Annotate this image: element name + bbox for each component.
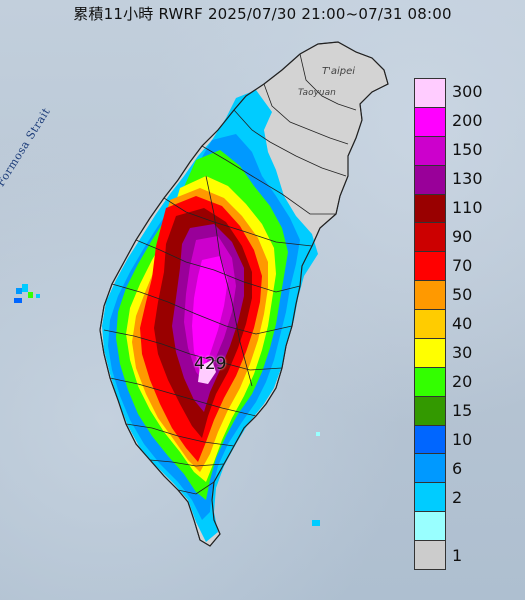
legend-swatch: [415, 107, 445, 137]
coastline: [99, 41, 389, 547]
legend-label: 6: [452, 458, 463, 478]
legend-label: 1: [452, 545, 463, 565]
legend-swatch: [415, 79, 445, 108]
legend-label: 200: [452, 111, 483, 131]
max-rainfall-value: 429: [194, 354, 227, 374]
legend-swatch: [415, 136, 445, 166]
legend-swatch: [415, 454, 445, 484]
legend-swatch: [415, 512, 445, 541]
legend-swatch: [415, 165, 445, 195]
legend-swatch: [415, 541, 445, 569]
legend-swatch: [415, 194, 445, 224]
legend-label: 90: [452, 227, 473, 247]
legend-label: 20: [452, 371, 473, 391]
rain-zone-300mm: [198, 360, 216, 384]
legend-swatch: [415, 338, 445, 368]
rain-zone-200mm: [192, 256, 228, 372]
legend-label: 40: [452, 314, 473, 333]
legend-swatch: [415, 310, 445, 339]
legend-swatch: [415, 223, 445, 253]
legend-label: 110: [452, 198, 483, 218]
legend-swatch: [415, 425, 445, 455]
green-island: [312, 520, 320, 526]
legend-swatch: [415, 483, 445, 513]
place-label-taoyuan: Taoyuan: [298, 88, 336, 98]
legend-labels: 300 200 150 130 110 90 70 50 40 30 20 15 10 6 2 1: [452, 78, 522, 570]
legend-label: 300: [452, 82, 483, 102]
legend-swatch: [415, 252, 445, 282]
orchid-island: [316, 432, 320, 436]
legend-label: 10: [452, 429, 473, 449]
legend-label: 2: [452, 487, 463, 507]
map-title: 累積11小時 RWRF 2025/07/30 21:00~07/31 08:00: [73, 5, 452, 23]
legend-swatch: [415, 281, 445, 310]
county-boundaries: [103, 53, 357, 495]
color-legend: [414, 78, 446, 570]
legend-label: 30: [452, 342, 473, 362]
legend-label: 70: [452, 256, 473, 276]
legend-label: 50: [452, 285, 473, 305]
penghu-islands: [14, 284, 40, 303]
legend-label: 15: [452, 400, 473, 420]
legend-label: 130: [452, 169, 483, 189]
place-label-taipei: T'aipei: [322, 66, 356, 77]
legend-label: 150: [452, 140, 483, 160]
legend-swatch: [415, 396, 445, 426]
legend-swatch: [415, 367, 445, 397]
